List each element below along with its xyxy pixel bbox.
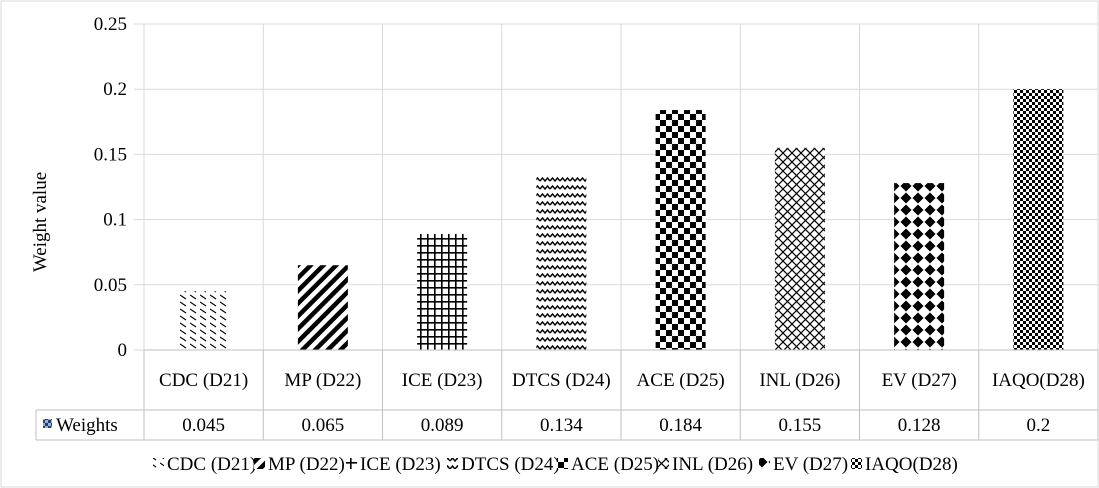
legend-label: EV (D27) [773,454,848,475]
data-value-label: 0.089 [421,415,464,436]
y-tick-label: 0.15 [94,144,127,165]
x-tick-label: EV (D27) [882,370,957,391]
data-value-label: 0.134 [540,415,583,436]
x-tick-label: CDC (D21) [159,370,248,391]
y-tick-label: 0 [118,340,128,361]
legend-label: MP (D22) [268,454,345,475]
data-value-label: 0.184 [659,415,702,436]
x-tick-label: MP (D22) [284,370,361,391]
data-value-label: 0.128 [898,415,941,436]
legend-label: INL (D26) [672,454,753,475]
legend-label: IAQO(D28) [865,454,958,475]
series-name: Weights [56,415,118,436]
legend-swatch [254,458,265,469]
bars [178,89,1064,351]
x-tick-label: ACE (D25) [637,370,725,391]
legend-swatch [759,458,770,469]
x-tick-label: DTCS (D24) [512,370,611,391]
legend-swatch [447,458,458,469]
legend-label: ACE (D25) [571,454,659,475]
legend-swatch [658,458,669,469]
y-tick-label: 0.25 [94,14,127,35]
legend-label: CDC (D21) [167,454,256,475]
legend: CDC (D21) MP (D22) ICE (D23) DTCS (D24) ACE … [153,454,958,475]
x-tick-label: INL (D26) [759,370,840,391]
bar [655,110,706,351]
legend-swatch [557,458,568,469]
legend-label: DTCS (D24) [461,454,560,475]
legend-swatch [346,458,357,469]
bar [536,175,587,350]
x-tick-label: IAQO(D28) [992,370,1085,391]
bar [417,233,468,350]
legend-label: ICE (D23) [360,454,441,475]
y-axis-label: Weight value [30,172,51,272]
data-table: CDC (D21) MP (D22) ICE (D23) DTCS (D24) ACE … [35,349,1099,441]
bar [1013,89,1064,350]
y-tick-label: 0.1 [103,210,127,231]
bar [297,265,348,350]
y-tick-label: 0.2 [103,79,127,100]
series-key-pattern [43,419,52,428]
legend-swatch [153,458,164,469]
y-tick-label: 0.05 [94,275,127,296]
bar [894,183,945,350]
data-value-label: 0.2 [1027,415,1051,436]
y-axis-ticks: 0 0.05 0.1 0.15 0.2 0.25 [94,14,127,361]
x-tick-label: ICE (D23) [402,370,483,391]
data-value-label: 0.045 [182,415,225,436]
data-value-label: 0.065 [302,415,345,436]
bar [774,147,825,350]
legend-swatch [851,458,862,469]
data-value-label: 0.155 [779,415,822,436]
bar [178,291,229,350]
